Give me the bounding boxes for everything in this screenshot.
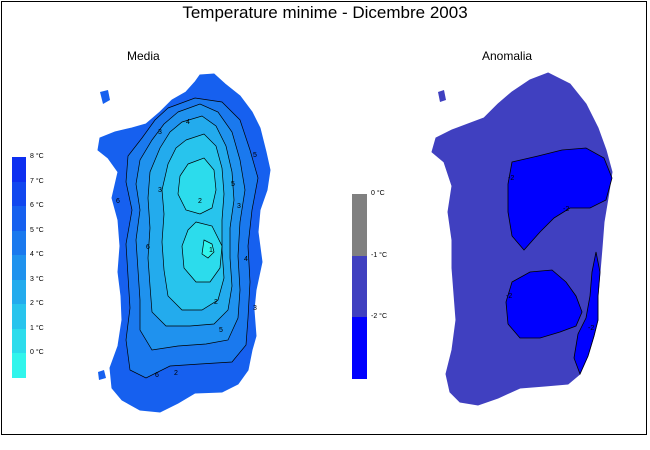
contour-label: 2 bbox=[214, 299, 218, 306]
islet-west bbox=[100, 90, 110, 104]
contour-label: 2 bbox=[198, 198, 202, 205]
color-bar-segment bbox=[12, 328, 26, 353]
contour-label: 4 bbox=[244, 256, 248, 263]
media-contour-labels: 3 4 5 6 3 5 2 1 2 3 3 6 4 6 2 5 bbox=[116, 119, 257, 379]
legend-tick-label: 5 °C bbox=[30, 226, 44, 234]
color-bar-segment bbox=[12, 157, 26, 182]
contour-label: 3 bbox=[253, 305, 257, 312]
contour-label: 3 bbox=[158, 129, 162, 136]
contour-label: 3 bbox=[237, 203, 241, 210]
color-bar-segment bbox=[12, 230, 26, 255]
contour-band-3 bbox=[161, 133, 225, 311]
anomaly-minus2-east-strip[interactable] bbox=[573, 251, 601, 376]
legend-tick-label: 7 °C bbox=[30, 177, 44, 185]
legend-tick-label: 0 °C bbox=[30, 349, 44, 356]
color-bar-segment bbox=[12, 206, 26, 231]
anomaly-islet bbox=[438, 90, 446, 102]
color-bar-segment bbox=[12, 279, 26, 304]
media-map: 3 4 5 6 3 5 2 1 2 3 3 6 4 6 2 5 bbox=[97, 73, 271, 413]
legend-tick-label: -2 °C bbox=[371, 313, 388, 320]
anomalia-contour-labels: -2 -2 -2 -2 bbox=[506, 175, 594, 332]
contour-label: 2 bbox=[174, 370, 178, 377]
legend-tick-label: 3 °C bbox=[30, 275, 44, 283]
legend-tick-label: 4 °C bbox=[30, 251, 44, 258]
anomalia-color-bar bbox=[352, 194, 367, 379]
legend-tick-label: -1 °C bbox=[371, 251, 388, 259]
contour-label: 1 bbox=[209, 247, 213, 254]
color-bar-segment bbox=[12, 255, 26, 280]
legend-tick-label: 2 °C bbox=[30, 300, 44, 307]
color-bar-segment bbox=[12, 181, 26, 206]
contour-band-1 bbox=[201, 239, 215, 259]
color-bar-segment bbox=[352, 317, 367, 379]
anomaly-minus2-north[interactable] bbox=[507, 147, 613, 251]
media-color-bar bbox=[12, 157, 26, 378]
contour-band-2 bbox=[177, 157, 217, 215]
anomalia-panel-label: Anomalia bbox=[482, 49, 533, 63]
legend-tick-label: 6 °C bbox=[30, 202, 44, 209]
contour-label: -2 bbox=[508, 175, 514, 182]
contour-label: 5 bbox=[219, 327, 223, 334]
contour-label: 6 bbox=[116, 198, 120, 205]
media-panel-label: Media bbox=[127, 49, 160, 63]
contour-label: -2 bbox=[588, 325, 594, 332]
figure-frame bbox=[1, 1, 647, 435]
color-bar-segment bbox=[352, 255, 367, 317]
contour-label: 5 bbox=[231, 181, 235, 188]
legend-tick-label: 0 °C bbox=[371, 190, 385, 197]
figure-title: Temperature minime - Dicembre 2003 bbox=[182, 3, 468, 22]
islet-south bbox=[98, 370, 106, 380]
color-bar-segment bbox=[352, 194, 367, 256]
legend-tick-label: 8 °C bbox=[30, 153, 44, 160]
contour-label: 6 bbox=[155, 372, 159, 379]
contour-label: 5 bbox=[253, 152, 257, 159]
anomalia-map: -2 -2 -2 -2 bbox=[431, 72, 613, 406]
contour-label: -2 bbox=[506, 293, 512, 300]
anomaly-minus2-south[interactable] bbox=[505, 269, 583, 339]
contour-label: 4 bbox=[186, 119, 190, 126]
color-bar-segment bbox=[12, 353, 26, 378]
color-bar-segment bbox=[12, 304, 26, 329]
contour-label: -2 bbox=[563, 206, 569, 213]
contour-label: 3 bbox=[158, 187, 162, 194]
legend-tick-label: 1 °C bbox=[30, 324, 44, 332]
contour-label: 6 bbox=[146, 244, 150, 251]
